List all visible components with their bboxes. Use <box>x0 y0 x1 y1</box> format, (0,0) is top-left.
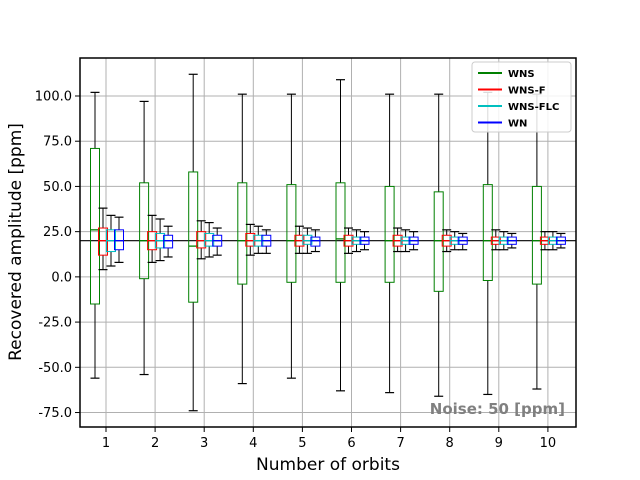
box-wn-3 <box>212 227 223 256</box>
box-iqr <box>245 232 256 247</box>
box-iqr <box>90 147 100 305</box>
box-iqr <box>335 182 346 283</box>
y-tick-label: -75.0 <box>38 406 72 421</box>
y-tick-label: -50.0 <box>38 361 72 376</box>
box-iqr <box>310 236 321 247</box>
y-tick-label: 75.0 <box>43 135 72 150</box>
box-iqr <box>188 171 199 303</box>
x-tick-label: 9 <box>495 436 503 451</box>
x-tick-label: 5 <box>298 436 306 451</box>
noise-annotation: Noise: 50 [ppm] <box>430 400 565 418</box>
box-wn-9 <box>506 232 517 249</box>
box-wns-5 <box>286 93 297 379</box>
series-wn <box>114 216 566 263</box>
box-wns-8 <box>433 93 444 397</box>
box-wn-4 <box>261 229 272 254</box>
box-wn-2 <box>163 225 174 258</box>
x-tick-label: 4 <box>249 436 257 451</box>
box-iqr <box>302 234 313 245</box>
x-tick-label: 6 <box>347 436 355 451</box>
box-iqr <box>286 184 297 283</box>
box-iqr <box>163 234 174 249</box>
box-iqr <box>531 185 542 285</box>
legend-label-wn: WN <box>508 119 527 130</box>
box-wn-8 <box>457 232 468 251</box>
x-tick-label: 8 <box>446 436 454 451</box>
box-wn-10 <box>555 232 566 249</box>
box-wn-7 <box>408 231 419 251</box>
box-wn-1 <box>114 216 124 263</box>
box-iqr <box>139 182 150 280</box>
series-wns <box>90 73 542 412</box>
box-iqr <box>204 232 215 247</box>
box-iqr <box>482 184 493 281</box>
x-axis-label: Number of orbits <box>256 455 400 475</box>
box-iqr <box>384 185 395 283</box>
x-tick-label: 7 <box>396 436 404 451</box>
y-tick-label: 0.0 <box>51 270 72 285</box>
box-iqr <box>196 231 207 249</box>
legend-label-wns-flc: WNS-FLC <box>508 102 559 113</box>
y-tick-label: 25.0 <box>43 225 72 240</box>
y-axis-ticks: -75.0 -50.0 -25.0 0.0 25.0 50.0 75.0 100.0 <box>35 89 80 421</box>
legend-frame <box>471 61 572 133</box>
legend-label-wns-f: WNS-F <box>508 86 546 97</box>
box-wns-6 <box>335 79 346 392</box>
box-wns-2 <box>139 100 150 376</box>
x-axis-ticks: 1 2 3 4 5 6 7 8 9 10 <box>102 427 556 451</box>
y-tick-label: 100.0 <box>35 89 72 104</box>
box-iqr <box>433 191 444 292</box>
y-axis-label: Recovered amplitude [ppm] <box>6 123 26 361</box>
x-tick-label: 2 <box>151 436 159 451</box>
box-wns-3 <box>188 73 199 412</box>
box-iqr <box>114 229 124 251</box>
series-wns-f <box>98 207 550 271</box>
box-wns-4 <box>237 93 248 385</box>
legend-label-wns: WNS <box>508 69 535 80</box>
y-tick-label: -25.0 <box>38 316 72 331</box>
legend: WNS WNS-F WNS-FLC WN <box>471 61 572 133</box>
box-wn-6 <box>359 231 370 251</box>
box-series <box>90 73 566 412</box>
box-wns-f-3 <box>196 220 207 260</box>
plot-frame <box>79 57 577 428</box>
x-tick-label: 1 <box>102 436 110 451</box>
box-wns-f-10 <box>539 231 550 251</box>
legend-items: WNS WNS-F WNS-FLC WN <box>478 69 559 130</box>
y-tick-label: 50.0 <box>43 180 72 195</box>
x-tick-label: 10 <box>540 436 557 451</box>
x-tick-label: 3 <box>200 436 208 451</box>
box-wn-5 <box>310 229 321 253</box>
box-wns-1 <box>90 91 100 379</box>
box-iqr <box>98 227 108 256</box>
